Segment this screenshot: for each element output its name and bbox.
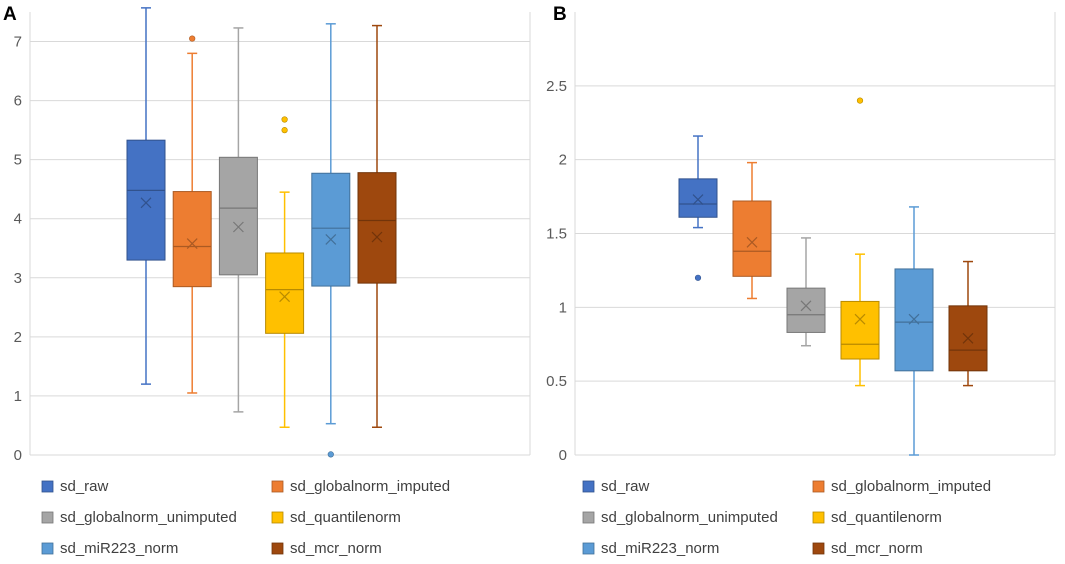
legend-swatch [812, 511, 825, 524]
legend-item-sd_globalnorm_imputed: sd_globalnorm_imputed [812, 478, 991, 495]
legend-label: sd_globalnorm_unimputed [601, 509, 778, 526]
legend-swatch [271, 480, 284, 493]
box-iqr [357, 172, 397, 284]
box-sd_miR223_norm [894, 206, 934, 456]
mean-marker [371, 231, 383, 243]
box-sd_mcr_norm [948, 260, 988, 387]
panel-b: 0 0.5 1 1.5 2 2.5 Bsd_raw sd_globalnorm_imputed… [546, 4, 1056, 557]
legend-swatch [41, 511, 54, 524]
legend-swatch [582, 542, 595, 555]
y-tick-label: 3 [14, 270, 22, 287]
legend-item-sd_globalnorm_imputed: sd_globalnorm_imputed [271, 478, 450, 495]
legend-label: sd_raw [601, 478, 650, 495]
legend-item-sd_raw: sd_raw [41, 478, 109, 495]
legend-label: sd_miR223_norm [60, 540, 178, 557]
panel-label: B [553, 4, 567, 25]
mean-marker [746, 236, 758, 248]
box-iqr [786, 287, 826, 333]
y-tick-label: 2.5 [546, 78, 567, 95]
box-sd_globalnorm_imputed [172, 35, 212, 394]
y-tick-label: 0 [559, 447, 567, 464]
outlier-point [856, 97, 864, 104]
legend-label: sd_globalnorm_imputed [831, 478, 991, 495]
y-tick-label: 1 [14, 388, 22, 405]
legend-label: sd_quantilenorm [831, 509, 942, 526]
y-tick-label: 2 [14, 329, 22, 346]
mean-marker [232, 221, 244, 233]
legend-label: sd_raw [60, 478, 109, 495]
mean-marker [854, 313, 866, 325]
legend-swatch [41, 480, 54, 493]
legend-label: sd_quantilenorm [290, 509, 401, 526]
box-sd_raw [678, 135, 718, 281]
mean-marker [800, 300, 812, 312]
y-tick-label: 5 [14, 152, 22, 169]
legend-item-sd_quantilenorm: sd_quantilenorm [271, 509, 401, 526]
legend-item-sd_raw: sd_raw [582, 478, 650, 495]
box-iqr [840, 300, 880, 360]
legend-label: sd_mcr_norm [290, 540, 382, 557]
y-tick-label: 0 [14, 447, 22, 464]
box-sd_miR223_norm [311, 23, 351, 458]
box-iqr [126, 139, 166, 261]
legend-label: sd_globalnorm_unimputed [60, 509, 237, 526]
outlier-point [189, 35, 196, 42]
y-tick-label: 6 [14, 93, 22, 110]
box-sd_mcr_norm [357, 24, 397, 428]
box-iqr [678, 178, 718, 218]
outlier-point [281, 116, 288, 123]
legend-label: sd_mcr_norm [831, 540, 923, 557]
box-sd_globalnorm_unimputed [218, 27, 258, 413]
mean-marker [692, 194, 704, 205]
legend-swatch [812, 542, 825, 555]
legend-swatch [812, 480, 825, 493]
legend-item-sd_globalnorm_unimputed: sd_globalnorm_unimputed [582, 509, 778, 526]
box-sd_quantilenorm [840, 97, 880, 387]
y-tick-label: 4 [14, 211, 22, 228]
outlier-point [327, 451, 334, 458]
mean-marker [908, 313, 920, 325]
legend-item-sd_globalnorm_unimputed: sd_globalnorm_unimputed [41, 509, 237, 526]
outlier-point [281, 127, 288, 134]
mean-marker [325, 233, 337, 245]
y-tick-label: 0.5 [546, 373, 567, 390]
legend-item-sd_miR223_norm: sd_miR223_norm [41, 540, 178, 557]
legend-item-sd_quantilenorm: sd_quantilenorm [812, 509, 942, 526]
box-iqr [218, 156, 258, 276]
box-iqr [311, 172, 351, 287]
mean-marker [962, 332, 974, 344]
box-iqr [732, 200, 772, 277]
box-iqr [172, 191, 212, 288]
y-tick-label: 1 [559, 299, 567, 316]
panel-a: 0 1 2 3 4 5 6 7 Asd_raw sd_globalnorm_imputed sd_g… [3, 4, 531, 557]
y-tick-label: 1.5 [546, 226, 567, 243]
box-sd_raw [126, 7, 166, 385]
box-sd_quantilenorm [265, 116, 305, 428]
panel-label: A [3, 4, 17, 25]
y-tick-label: 7 [14, 34, 22, 51]
box-iqr [265, 252, 305, 334]
legend-swatch [582, 480, 595, 493]
y-tick-label: 2 [559, 152, 567, 169]
mean-marker [186, 238, 198, 249]
outlier-point [694, 274, 702, 281]
legend-swatch [582, 511, 595, 524]
legend-swatch [271, 511, 284, 524]
box-sd_globalnorm_imputed [732, 161, 772, 300]
legend-label: sd_miR223_norm [601, 540, 719, 557]
legend-swatch [271, 542, 284, 555]
legend-label: sd_globalnorm_imputed [290, 478, 450, 495]
legend-item-sd_miR223_norm: sd_miR223_norm [582, 540, 719, 557]
mean-marker [279, 291, 291, 303]
legend-item-sd_mcr_norm: sd_mcr_norm [271, 540, 382, 557]
box-sd_globalnorm_unimputed [786, 237, 826, 347]
legend-swatch [41, 542, 54, 555]
mean-marker [140, 197, 152, 209]
legend-item-sd_mcr_norm: sd_mcr_norm [812, 540, 923, 557]
